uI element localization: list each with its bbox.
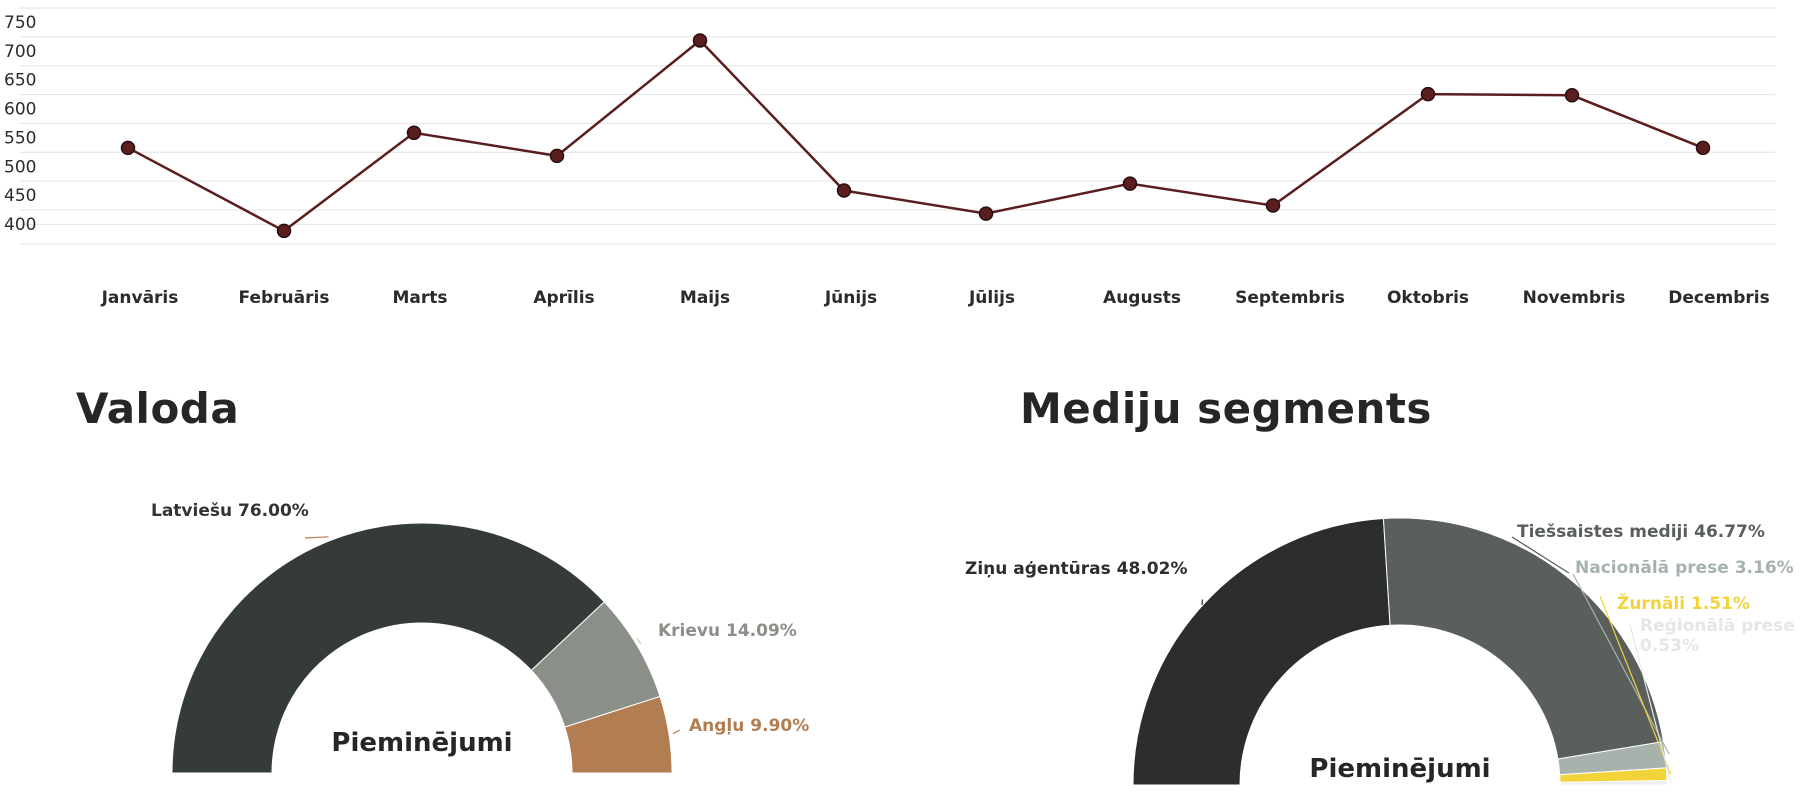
leader-line [304, 536, 329, 539]
media-segment-section-title: Mediju segments [1020, 384, 1432, 433]
language-half-donut-chart: Latviešu 76.00% Krievu 14.09% Angļu 9.90% P… [151, 501, 809, 774]
y-axis-tick-labels: 400 450 500 550 600 650 700 750 [4, 13, 36, 235]
slices [171, 522, 673, 774]
x-axis-month-labels: Janvāris Februāris Marts Aprīlis Maijs Jūnijs… [101, 288, 1770, 308]
data-point[interactable] [1695, 140, 1711, 156]
x-tick-label: Jūnijs [824, 288, 877, 308]
data-point[interactable] [692, 33, 708, 48]
data-point[interactable] [1564, 88, 1580, 103]
leader-line [1572, 573, 1670, 755]
data-point[interactable] [1420, 86, 1436, 102]
leader-line [1599, 595, 1672, 775]
media-segment-half-donut-chart: Ziņu aģentūras 48.02% Tiešsaistes mediji … [965, 517, 1795, 786]
slice-label: Latviešu 76.00% [151, 501, 309, 521]
x-tick-label: Oktobris [1387, 288, 1469, 308]
slice-label: Angļu 9.90% [689, 716, 809, 736]
language-section-title: Valoda [76, 384, 240, 433]
data-point[interactable] [1122, 176, 1138, 191]
leader-line [1511, 536, 1570, 574]
slice-label: Krievu 14.09% [658, 621, 797, 641]
x-tick-label: Decembris [1668, 288, 1769, 308]
center-label: Pieminējumi [331, 728, 512, 758]
leader-line [1201, 599, 1204, 606]
x-tick-label: Marts [392, 288, 447, 308]
x-tick-label: Februāris [239, 288, 330, 308]
leader-line [1629, 624, 1672, 783]
y-tick-label: 750 [4, 13, 36, 33]
x-tick-label: Septembris [1235, 288, 1345, 308]
x-tick-label: Novembris [1523, 288, 1626, 308]
leader-line [672, 729, 681, 735]
x-tick-label: Jūlijs [968, 288, 1015, 308]
data-point[interactable] [120, 140, 136, 156]
slice[interactable] [1382, 517, 1665, 760]
data-point[interactable] [836, 183, 852, 198]
x-tick-label: Aprīlis [533, 288, 594, 308]
y-tick-label: 700 [4, 42, 36, 62]
y-tick-label: 500 [4, 157, 36, 177]
slice[interactable] [564, 695, 673, 774]
y-tick-label: 650 [4, 71, 36, 91]
data-point[interactable] [276, 223, 292, 239]
y-tick-label: 450 [4, 186, 36, 206]
slice-label: Žurnāli 1.51% [1617, 592, 1750, 614]
slice-label: Tiešsaistes mediji 46.77% [1517, 522, 1765, 542]
data-point[interactable] [549, 148, 565, 164]
slice-label: Ziņu aģentūras 48.02% [965, 559, 1187, 579]
slice[interactable] [171, 522, 605, 774]
leader-line [636, 637, 642, 645]
slice-label: Nacionālā prese 3.16% [1575, 558, 1794, 578]
data-point[interactable] [978, 206, 994, 221]
slice-label: Reģionālā prese 0.53% [1640, 616, 1795, 656]
monthly-mentions-line-chart: 400 450 500 550 600 650 700 750 Janvāris Februāri… [4, 7, 1775, 308]
x-tick-label: Janvāris [101, 288, 179, 308]
x-tick-label: Augusts [1103, 288, 1181, 308]
data-point[interactable] [1265, 198, 1281, 213]
center-label: Pieminējumi [1309, 754, 1490, 784]
slices [1132, 517, 1668, 786]
slice[interactable] [1559, 780, 1668, 786]
data-point[interactable] [406, 125, 422, 141]
series-line [127, 38, 1704, 233]
y-tick-label: 550 [4, 128, 36, 148]
y-tick-label: 400 [4, 215, 36, 235]
y-tick-label: 600 [4, 100, 36, 120]
gridlines [20, 7, 1775, 245]
slice[interactable] [1132, 517, 1391, 786]
x-tick-label: Maijs [680, 288, 730, 308]
